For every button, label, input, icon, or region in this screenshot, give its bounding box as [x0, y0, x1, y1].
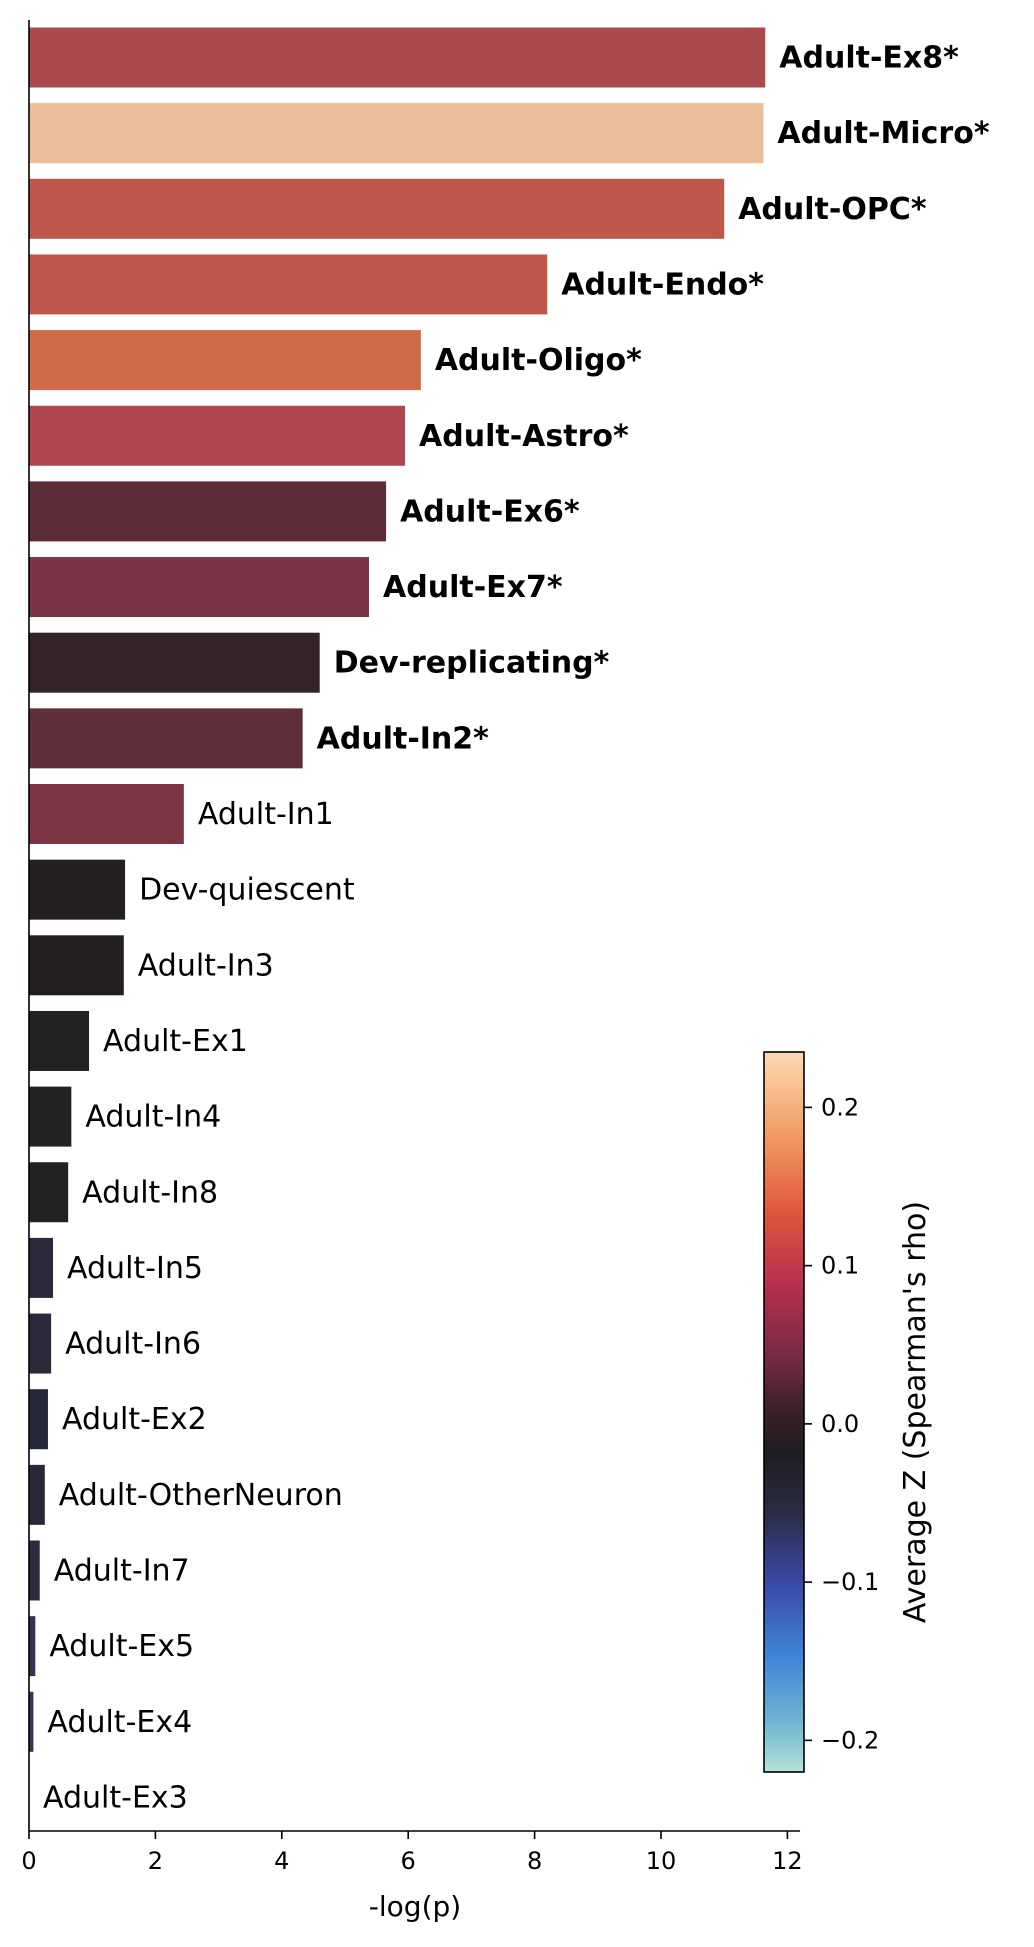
colorbar-tick-label: 0.2 [821, 1093, 859, 1121]
x-tick-label: 12 [772, 1847, 803, 1875]
bar-label: Adult-In7 [54, 1554, 190, 1589]
bar-label: Adult-Ex3 [43, 1780, 188, 1815]
colorbar-gradient [763, 1051, 805, 1773]
bar-label: Adult-Endo* [561, 267, 764, 302]
x-axis-label: -log(p) [369, 1890, 461, 1923]
bar [29, 178, 725, 239]
x-tick-label: 6 [401, 1847, 416, 1875]
bar [29, 557, 370, 618]
bar [29, 1313, 52, 1374]
bar-label: Adult-Ex1 [103, 1024, 248, 1059]
bar [29, 1540, 40, 1601]
bar-label: Adult-Ex4 [47, 1705, 192, 1740]
colorbar-label: Average Z (Spearman's rho) [898, 1201, 933, 1623]
colorbar-tick-label: −0.1 [821, 1568, 879, 1596]
bar-label: Adult-Ex7* [383, 570, 563, 605]
axes-layer: 0 2 4 6 8 10 12 [21, 20, 803, 1875]
colorbar-tick-label: −0.2 [821, 1726, 879, 1754]
bar [29, 27, 766, 88]
bar-label: Adult-Ex8* [779, 41, 959, 76]
x-tick-label: 0 [21, 1847, 36, 1875]
bar [29, 1691, 34, 1752]
bar-label: Adult-Astro* [419, 419, 629, 454]
bar [29, 632, 320, 693]
bar [29, 254, 548, 315]
bar-label: Adult-In5 [67, 1251, 203, 1286]
bar-label: Adult-In6 [65, 1327, 201, 1362]
colorbar: 0.2 0.1 0.0 −0.1 −0.2 Average Z (Spearman's r… [763, 1051, 933, 1773]
bar [29, 481, 387, 542]
bars-layer [29, 27, 766, 1752]
bar [29, 1389, 48, 1450]
bar [29, 1010, 90, 1071]
x-tick-label: 4 [274, 1847, 289, 1875]
bar-labels-layer: Adult-Ex8* Adult-Micro* Adult-OPC* Adult-En… [43, 41, 990, 1816]
bar-label: Adult-In4 [85, 1100, 221, 1135]
x-tick-label: 2 [148, 1847, 163, 1875]
bar-label: Adult-In2* [317, 721, 490, 756]
bar [29, 405, 406, 466]
colorbar-tick-label: 0.1 [821, 1252, 859, 1280]
bar [29, 935, 124, 996]
bar-label: Adult-In8 [82, 1175, 218, 1210]
bar-label: Adult-In3 [138, 948, 274, 983]
bar-label: Adult-Ex6* [400, 494, 580, 529]
bar-label: Dev-quiescent [139, 873, 355, 908]
bar-label: Adult-OtherNeuron [59, 1478, 343, 1513]
x-tick-label: 8 [527, 1847, 542, 1875]
bar-label: Adult-Micro* [777, 116, 989, 151]
bar-label: Adult-Ex5 [49, 1629, 194, 1664]
bar-label: Dev-replicating* [334, 646, 610, 681]
colorbar-tick-label: 0.0 [821, 1410, 859, 1438]
bar-label: Adult-In1 [198, 797, 334, 832]
bar [29, 330, 421, 391]
bar-label: Adult-Ex2 [62, 1402, 207, 1437]
bar [29, 1616, 36, 1677]
bar [29, 1464, 45, 1525]
x-tick-label: 10 [646, 1847, 677, 1875]
bar [29, 1237, 54, 1298]
bar [29, 1086, 72, 1147]
bar [29, 708, 303, 769]
bar [29, 784, 184, 844]
bar [29, 859, 126, 920]
bar [29, 103, 764, 164]
bar [29, 1162, 69, 1223]
bar-label: Adult-OPC* [738, 192, 927, 227]
bar-label: Adult-Oligo* [435, 343, 642, 378]
